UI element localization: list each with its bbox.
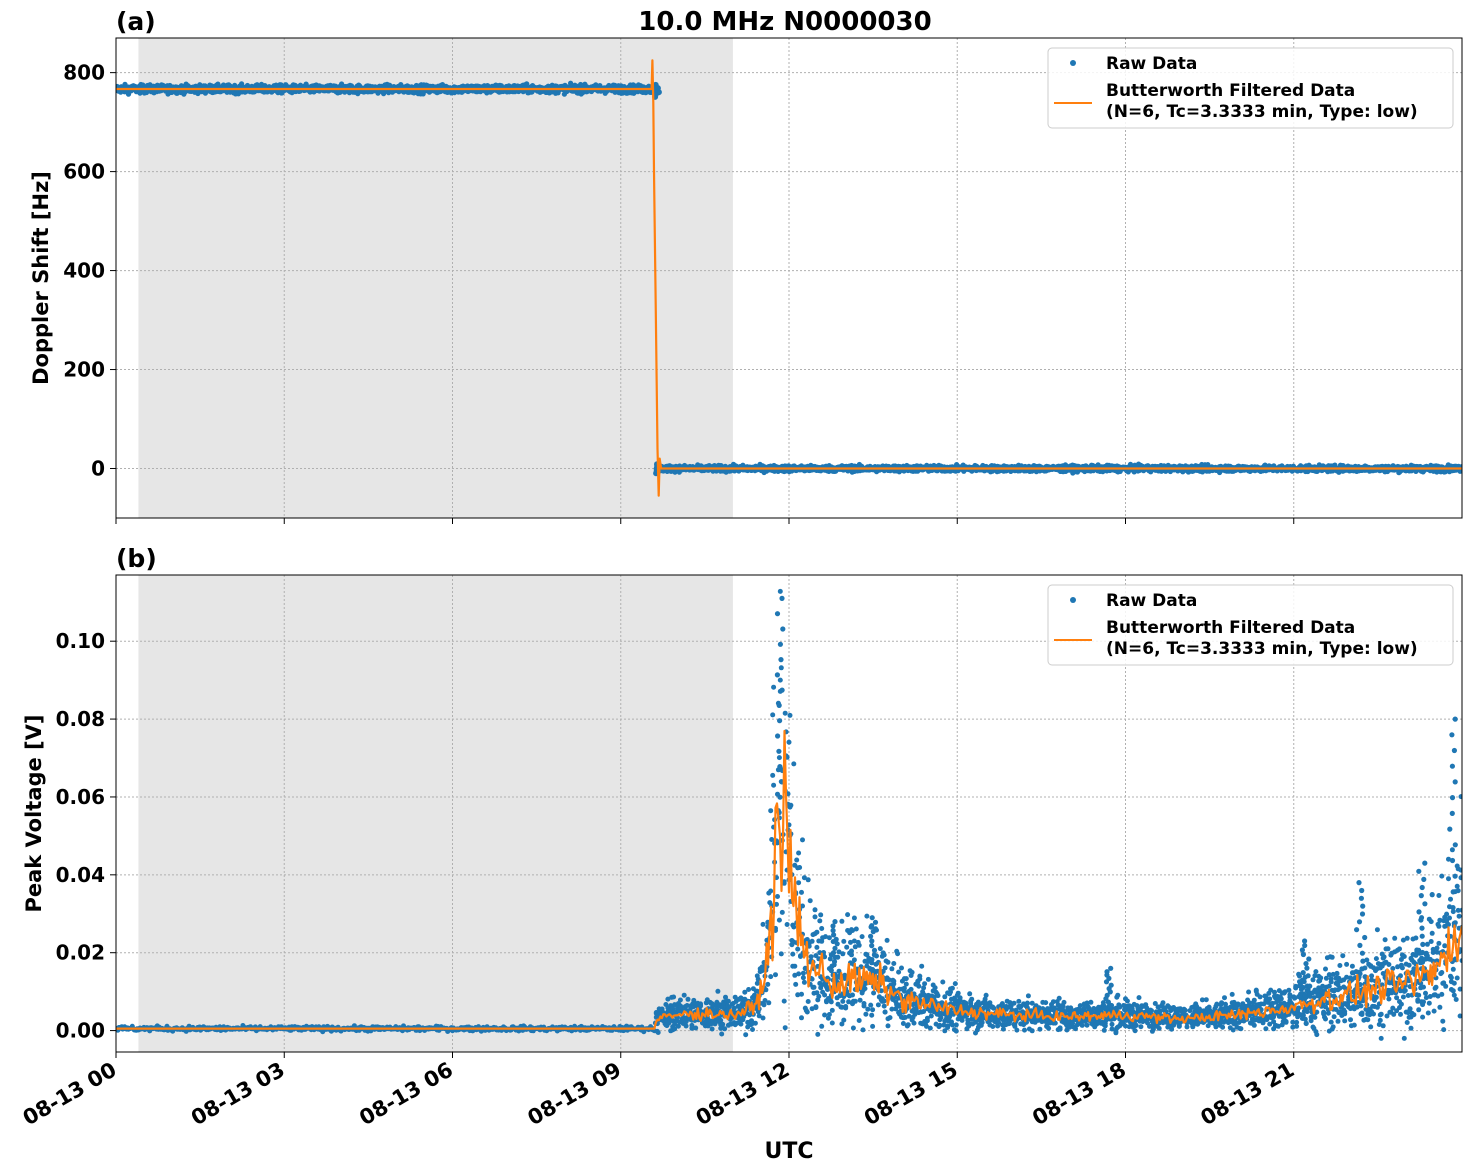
panel-label: (a) xyxy=(116,7,156,36)
night-shade xyxy=(138,38,733,518)
raw-point xyxy=(578,81,584,88)
y-tick-label: 0 xyxy=(91,457,105,481)
filtered-data-line xyxy=(116,59,1462,497)
legend-filtered-params: (N=6, Tc=3.3333 min, Type: low) xyxy=(1106,102,1418,122)
raw-point xyxy=(351,1023,357,1029)
legend: Raw Data Butterworth Filtered Data(N=6, T… xyxy=(1047,47,1454,129)
legend-raw-marker xyxy=(1070,60,1076,66)
figure-title: 10.0 MHz N0000030 xyxy=(638,7,931,37)
legend-box xyxy=(1047,47,1454,129)
y-tick-label: 400 xyxy=(63,259,105,283)
y-axis-label: Doppler Shift [Hz] xyxy=(29,171,53,385)
plot-area xyxy=(116,588,1462,1041)
night-shade xyxy=(138,575,733,1052)
raw-point xyxy=(665,996,671,1002)
y-axis: 800 600 400 200 0 Doppler Shift [Hz] xyxy=(29,61,116,481)
panel-a-doppler-shift: 800 600 400 200 0 Doppler Shift [Hz] (a) Raw Da… xyxy=(29,7,1463,524)
y-tick-label: 200 xyxy=(63,358,105,382)
raw-point xyxy=(655,1030,661,1035)
raw-point xyxy=(672,1026,678,1032)
legend-filtered-label: Butterworth Filtered Data xyxy=(1106,81,1355,101)
legend-raw-label: Raw Data xyxy=(1106,54,1197,74)
y-tick-label: 800 xyxy=(63,61,105,85)
raw-point xyxy=(671,994,677,1000)
plot-area xyxy=(116,59,1462,497)
y-tick-label: 600 xyxy=(63,160,105,184)
